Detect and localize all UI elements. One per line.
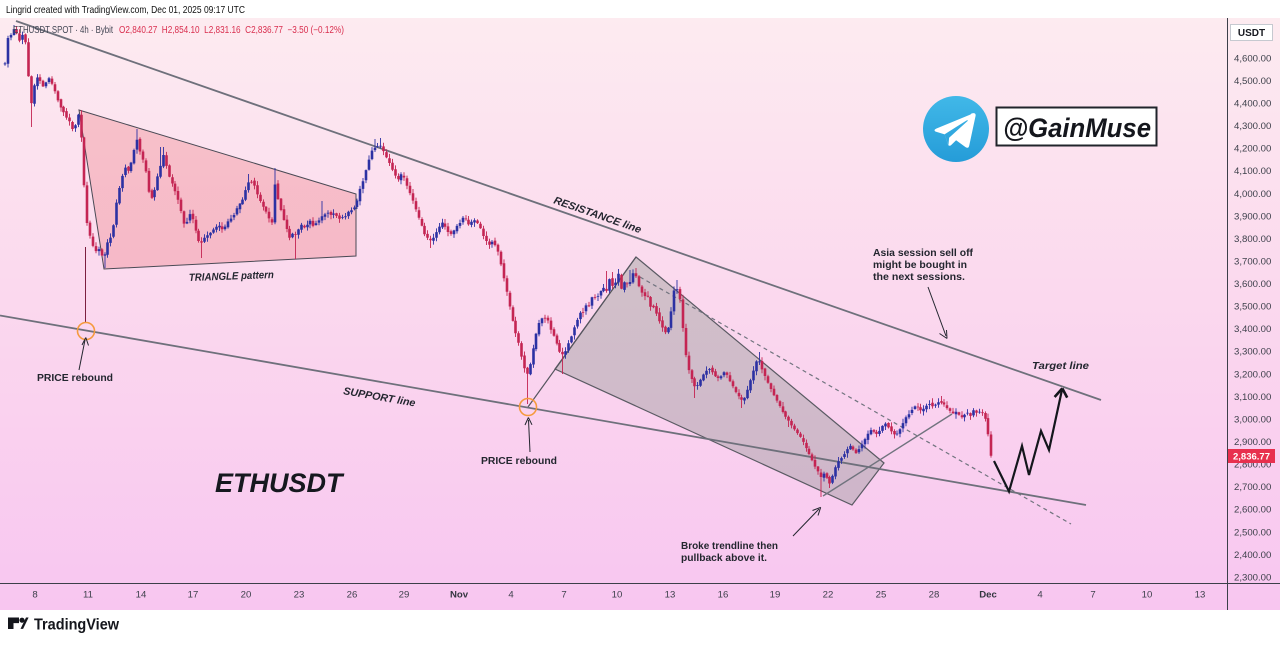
svg-text:22: 22 [823,590,834,601]
svg-text:26: 26 [347,590,358,601]
svg-text:the next sessions.: the next sessions. [873,272,965,283]
svg-text:PRICE rebound: PRICE rebound [481,456,557,467]
svg-text:8: 8 [32,590,37,601]
svg-text:2,500.00: 2,500.00 [1234,527,1271,538]
svg-text:@GainMuse: @GainMuse [1003,113,1151,143]
svg-text:3,300.00: 3,300.00 [1234,347,1271,358]
svg-text:Lingrid created with TradingVi: Lingrid created with TradingView.com, De… [6,4,245,16]
svg-text:10: 10 [612,590,623,601]
svg-text:Broke trendline then: Broke trendline then [681,541,778,552]
svg-text:4,200.00: 4,200.00 [1234,144,1271,155]
svg-text:4,500.00: 4,500.00 [1234,76,1271,87]
svg-text:4,100.00: 4,100.00 [1234,166,1271,177]
svg-text:Target line: Target line [1032,360,1089,372]
svg-text:Dec: Dec [979,590,997,601]
svg-text:TradingView: TradingView [34,617,120,634]
svg-text:19: 19 [770,590,781,601]
svg-text:16: 16 [718,590,729,601]
svg-text:4: 4 [1037,590,1043,601]
svg-text:7: 7 [561,590,566,601]
svg-text:ETHUSDT: ETHUSDT [215,468,345,498]
svg-text:14: 14 [136,590,147,601]
svg-text:17: 17 [188,590,199,601]
svg-text:PRICE rebound: PRICE rebound [37,373,113,384]
svg-text:2,600.00: 2,600.00 [1234,505,1271,516]
svg-text:3,800.00: 3,800.00 [1234,234,1271,245]
svg-text:3,000.00: 3,000.00 [1234,414,1271,425]
svg-text:13: 13 [665,590,676,601]
svg-text:2,900.00: 2,900.00 [1234,437,1271,448]
svg-text:2,300.00: 2,300.00 [1234,572,1271,583]
svg-text:3,100.00: 3,100.00 [1234,392,1271,403]
svg-text:4,000.00: 4,000.00 [1234,189,1271,200]
svg-text:3,400.00: 3,400.00 [1234,324,1271,335]
svg-text:3,500.00: 3,500.00 [1234,302,1271,313]
svg-text:might be bought in: might be bought in [873,260,967,271]
svg-text:4,300.00: 4,300.00 [1234,121,1271,132]
svg-text:29: 29 [399,590,410,601]
svg-text:11: 11 [83,590,93,601]
svg-text:3,200.00: 3,200.00 [1234,369,1271,380]
svg-text:23: 23 [294,590,305,601]
svg-text:25: 25 [876,590,887,601]
svg-text:3,600.00: 3,600.00 [1234,279,1271,290]
svg-text:4,600.00: 4,600.00 [1234,53,1271,64]
svg-text:3,900.00: 3,900.00 [1234,211,1271,222]
svg-text:USDT: USDT [1238,28,1265,39]
svg-text:4,400.00: 4,400.00 [1234,99,1271,110]
svg-text:20: 20 [241,590,252,601]
svg-text:3,700.00: 3,700.00 [1234,257,1271,268]
svg-text:2,836.77: 2,836.77 [1233,452,1270,463]
svg-text:13: 13 [1195,590,1206,601]
svg-text:2,400.00: 2,400.00 [1234,550,1271,561]
svg-text:ETHUSDT SPOT · 4h · Bybit: ETHUSDT SPOT · 4h · Bybit [13,25,113,36]
svg-text:10: 10 [1142,590,1153,601]
svg-text:O2,840.27 H2,854.10 L2,831.1: O2,840.27 H2,854.10 L2,831.16 C2,836.77 … [119,25,344,36]
svg-text:Asia session sell off: Asia session sell off [873,248,974,259]
svg-text:pullback above it.: pullback above it. [681,553,767,564]
svg-text:7: 7 [1090,590,1095,601]
svg-text:Nov: Nov [450,590,469,601]
svg-text:2,800.00: 2,800.00 [1234,460,1271,471]
svg-text:4: 4 [508,590,514,601]
svg-text:28: 28 [929,590,940,601]
svg-text:TRIANGLE pattern: TRIANGLE pattern [189,269,274,284]
svg-text:2,700.00: 2,700.00 [1234,482,1271,493]
